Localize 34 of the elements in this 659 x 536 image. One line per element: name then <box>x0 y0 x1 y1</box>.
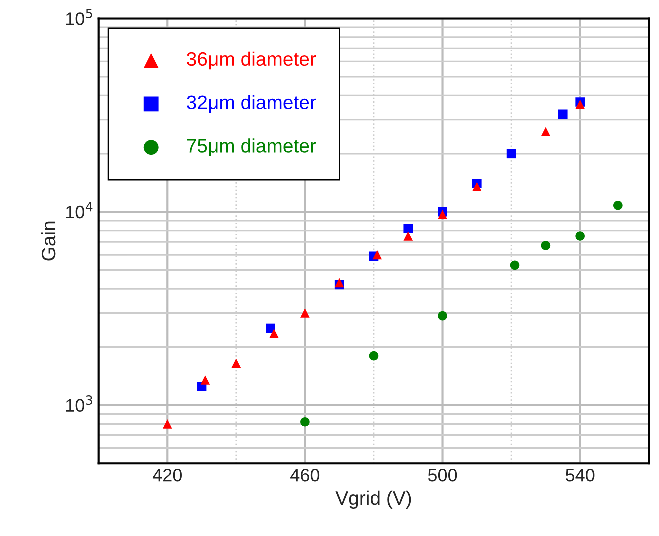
y-tick-label: 10$^{5}$ <box>66 9 92 26</box>
y-tick-label: 10$^{4}$ <box>66 202 93 219</box>
point <box>576 100 585 110</box>
point <box>300 308 310 318</box>
point <box>372 250 382 260</box>
legend-label: 75μm diameter <box>187 138 316 156</box>
legend-label: 32μm diameter <box>187 95 316 114</box>
point <box>510 260 520 270</box>
point <box>369 351 379 361</box>
point <box>200 376 210 385</box>
point <box>232 358 242 368</box>
point <box>438 210 448 220</box>
legend-label: 36μm diameter <box>187 52 316 70</box>
point <box>300 417 310 427</box>
x-tick-label: 540 <box>566 468 595 482</box>
point <box>541 241 551 250</box>
point <box>558 110 568 120</box>
point <box>438 311 448 321</box>
point <box>270 329 279 338</box>
point <box>404 224 414 234</box>
point <box>506 149 516 159</box>
point <box>266 324 276 334</box>
x-tick-label: 460 <box>290 468 320 482</box>
x-tick-label: 500 <box>428 468 458 482</box>
y-tick-label: 10$^{3}$ <box>66 396 92 412</box>
point <box>472 182 482 192</box>
point <box>404 232 414 241</box>
point <box>576 232 585 241</box>
x-tick-label: 420 <box>152 468 182 482</box>
x-axis-title: Vgrid (V) <box>336 490 412 510</box>
point <box>614 200 623 210</box>
point <box>162 420 172 429</box>
y-axis-title: Gain <box>41 222 56 261</box>
point <box>541 127 551 137</box>
